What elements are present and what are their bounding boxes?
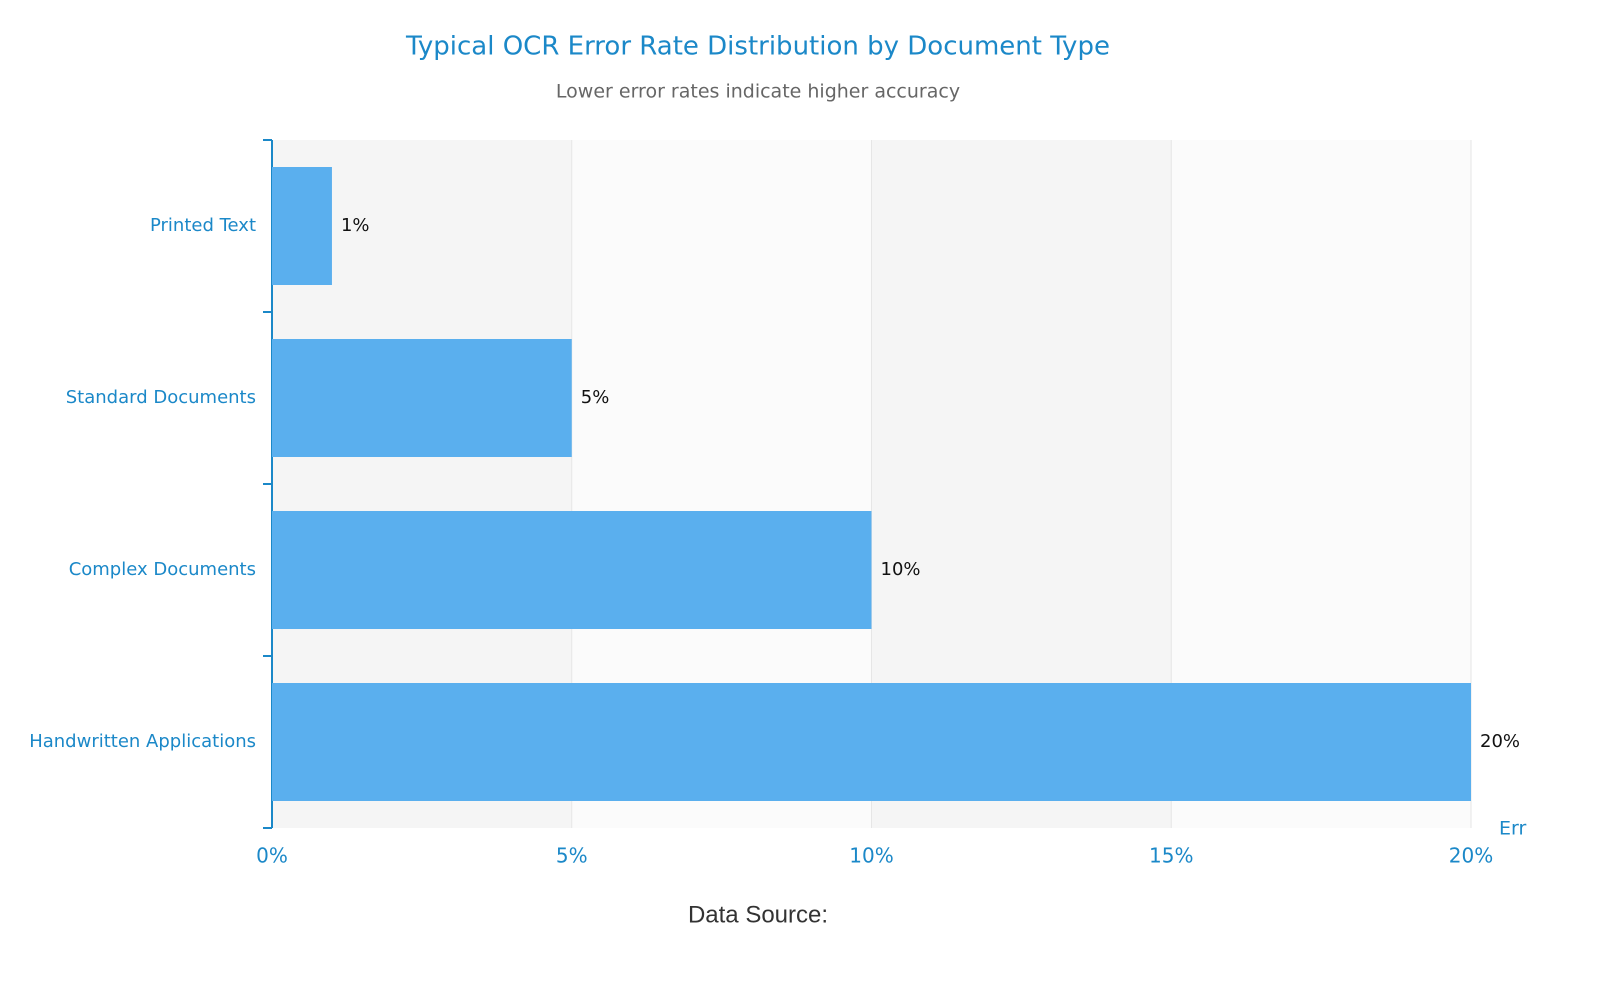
y-tick-label: Handwritten Applications — [29, 731, 256, 752]
x-tick-label: 20% — [1449, 844, 1493, 868]
value-label: 20% — [1480, 731, 1520, 752]
y-tick-label: Standard Documents — [66, 387, 256, 408]
value-label: 10% — [881, 559, 921, 580]
footer: Data Source: — [688, 901, 828, 928]
y-tick-label: Complex Documents — [69, 559, 256, 580]
x-axis-title: Err — [1499, 818, 1526, 840]
x-tick-label: 0% — [256, 844, 288, 868]
x-tick-label: 10% — [849, 844, 893, 868]
bar — [272, 339, 572, 457]
chart-subtitle: Lower error rates indicate higher accura… — [556, 81, 960, 103]
x-tick-label: 15% — [1149, 844, 1193, 868]
bar — [272, 167, 332, 285]
value-label: 5% — [581, 387, 610, 408]
bar — [272, 683, 1471, 801]
x-tick-label: 5% — [556, 844, 588, 868]
y-tick-label: Printed Text — [150, 215, 256, 236]
chart-title: Typical OCR Error Rate Distribution by D… — [405, 32, 1110, 62]
value-label: 1% — [341, 215, 370, 236]
bar — [272, 511, 872, 629]
